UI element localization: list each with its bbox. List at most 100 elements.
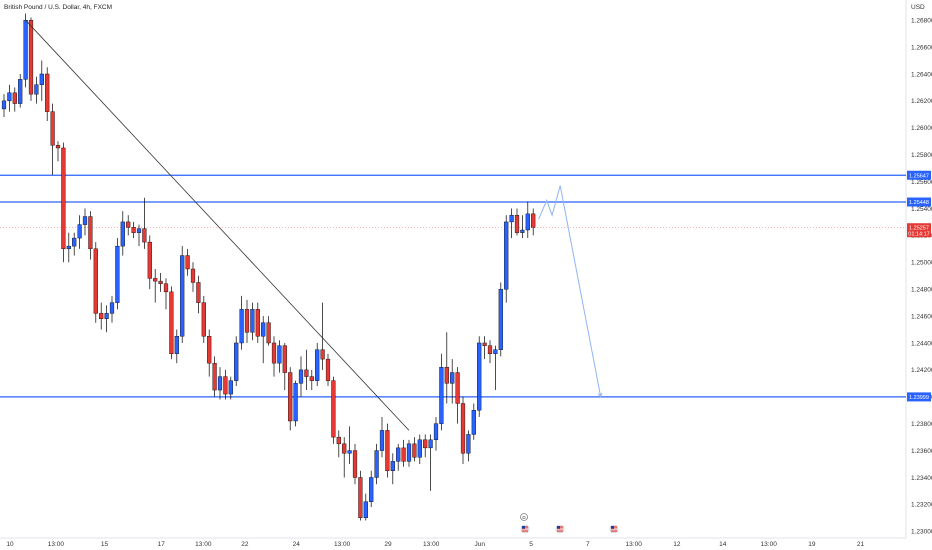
bullish-candle xyxy=(493,345,498,391)
candle-body xyxy=(487,345,493,354)
bullish-candle xyxy=(234,336,239,387)
bullish-candle xyxy=(239,295,244,350)
candle-body xyxy=(28,19,34,95)
bullish-candle xyxy=(509,208,514,239)
dividend-icon-glyph: D xyxy=(522,515,526,520)
candle-body xyxy=(234,342,239,381)
us-flag-icon[interactable] xyxy=(520,524,530,534)
candle-body xyxy=(88,216,93,250)
price-tick-label: 1.26000 xyxy=(911,125,932,132)
bullish-candle xyxy=(406,439,412,467)
candle-body xyxy=(250,309,255,333)
time-tick-label: 13:00 xyxy=(626,541,643,548)
candle-body xyxy=(55,145,61,149)
time-tick-label: 22 xyxy=(241,541,249,548)
last-price-label: 1.25257 xyxy=(909,226,929,232)
candle-body xyxy=(342,443,347,454)
candle-body xyxy=(304,369,309,377)
horizontal-levels[interactable] xyxy=(0,174,906,398)
bullish-candle xyxy=(363,493,368,521)
candle-body xyxy=(180,255,185,337)
candle-body xyxy=(401,447,406,462)
drawings[interactable] xyxy=(25,19,603,431)
flag-stripe xyxy=(522,531,528,532)
level-price-badge xyxy=(907,197,931,207)
bearish-candle xyxy=(61,142,66,263)
bullish-candle xyxy=(428,434,433,491)
candle-body xyxy=(450,372,455,384)
event-markers[interactable]: D xyxy=(520,513,619,534)
bullish-candle xyxy=(104,305,109,333)
bearish-candle xyxy=(55,141,61,162)
price-tick-label: 1.26800 xyxy=(911,17,932,24)
bearish-candle xyxy=(331,376,336,444)
time-tick-label: 5 xyxy=(529,541,533,548)
candle-body xyxy=(385,430,390,471)
time-axis[interactable]: 10 13:00 15 17 13:00 22 24 13:00 29 13:00 Jun 5 7 13:… xyxy=(6,541,864,548)
flag-stripe xyxy=(611,528,617,530)
bearish-candle xyxy=(88,211,93,260)
bearish-candle xyxy=(93,242,98,323)
candle-body xyxy=(336,436,341,445)
candle-body xyxy=(261,322,266,337)
bearish-candle xyxy=(201,295,206,343)
candle-body xyxy=(466,434,471,454)
bullish-candle xyxy=(180,246,185,343)
bullish-candle xyxy=(115,238,120,310)
candle-body xyxy=(174,336,179,354)
price-axis[interactable]: 1.26800 1.26600 1.26400 1.26200 1.26000 1.258… xyxy=(911,17,932,535)
candle-body xyxy=(309,376,314,381)
bullish-candle xyxy=(250,302,255,341)
time-tick-label: 13:00 xyxy=(423,541,440,548)
bullish-candle xyxy=(298,356,304,397)
last-price-badge xyxy=(907,223,931,238)
bullish-candle xyxy=(23,13,28,88)
candle-body xyxy=(531,213,536,228)
bearish-candle xyxy=(50,103,55,175)
bullish-candle xyxy=(374,443,379,485)
candle-body xyxy=(244,309,250,333)
candle-body xyxy=(358,477,363,519)
bearish-candle xyxy=(412,437,417,462)
candle-body xyxy=(45,73,50,112)
trend-line[interactable] xyxy=(25,19,410,431)
candle-body xyxy=(153,278,158,282)
candle-body xyxy=(201,302,206,337)
candle-body xyxy=(109,302,115,314)
bearish-candle xyxy=(131,221,136,239)
us-flag-icon[interactable] xyxy=(609,524,619,534)
candle-body xyxy=(277,345,282,364)
bearish-candle xyxy=(163,278,169,310)
candle-body xyxy=(331,380,336,438)
bullish-candle xyxy=(498,282,503,357)
bearish-candle xyxy=(196,275,201,314)
bearish-candle xyxy=(401,439,406,467)
candle-body xyxy=(7,92,12,102)
flag-canton xyxy=(557,526,560,529)
candle-body xyxy=(379,430,385,451)
candle-body xyxy=(477,342,482,411)
projection-path[interactable] xyxy=(538,185,602,397)
candle-body xyxy=(271,342,277,364)
candle-body xyxy=(504,221,509,290)
candle-body xyxy=(363,501,368,519)
bullish-candle xyxy=(82,208,88,236)
bearish-candle xyxy=(487,340,493,364)
bullish-candle xyxy=(504,215,509,303)
dividend-icon[interactable]: D xyxy=(520,513,528,521)
candle-body xyxy=(136,228,142,233)
bearish-candle xyxy=(99,302,104,330)
us-flag-icon[interactable] xyxy=(555,524,565,534)
candle-body xyxy=(190,268,196,283)
bullish-candle xyxy=(34,76,39,104)
candle-body xyxy=(347,450,352,454)
candle-body xyxy=(39,73,44,85)
bullish-candle xyxy=(396,443,401,471)
candle-body xyxy=(255,309,260,337)
bullish-candle xyxy=(293,380,298,427)
candle-body xyxy=(147,241,152,279)
candle-body xyxy=(77,224,82,239)
candle-body xyxy=(396,447,401,462)
